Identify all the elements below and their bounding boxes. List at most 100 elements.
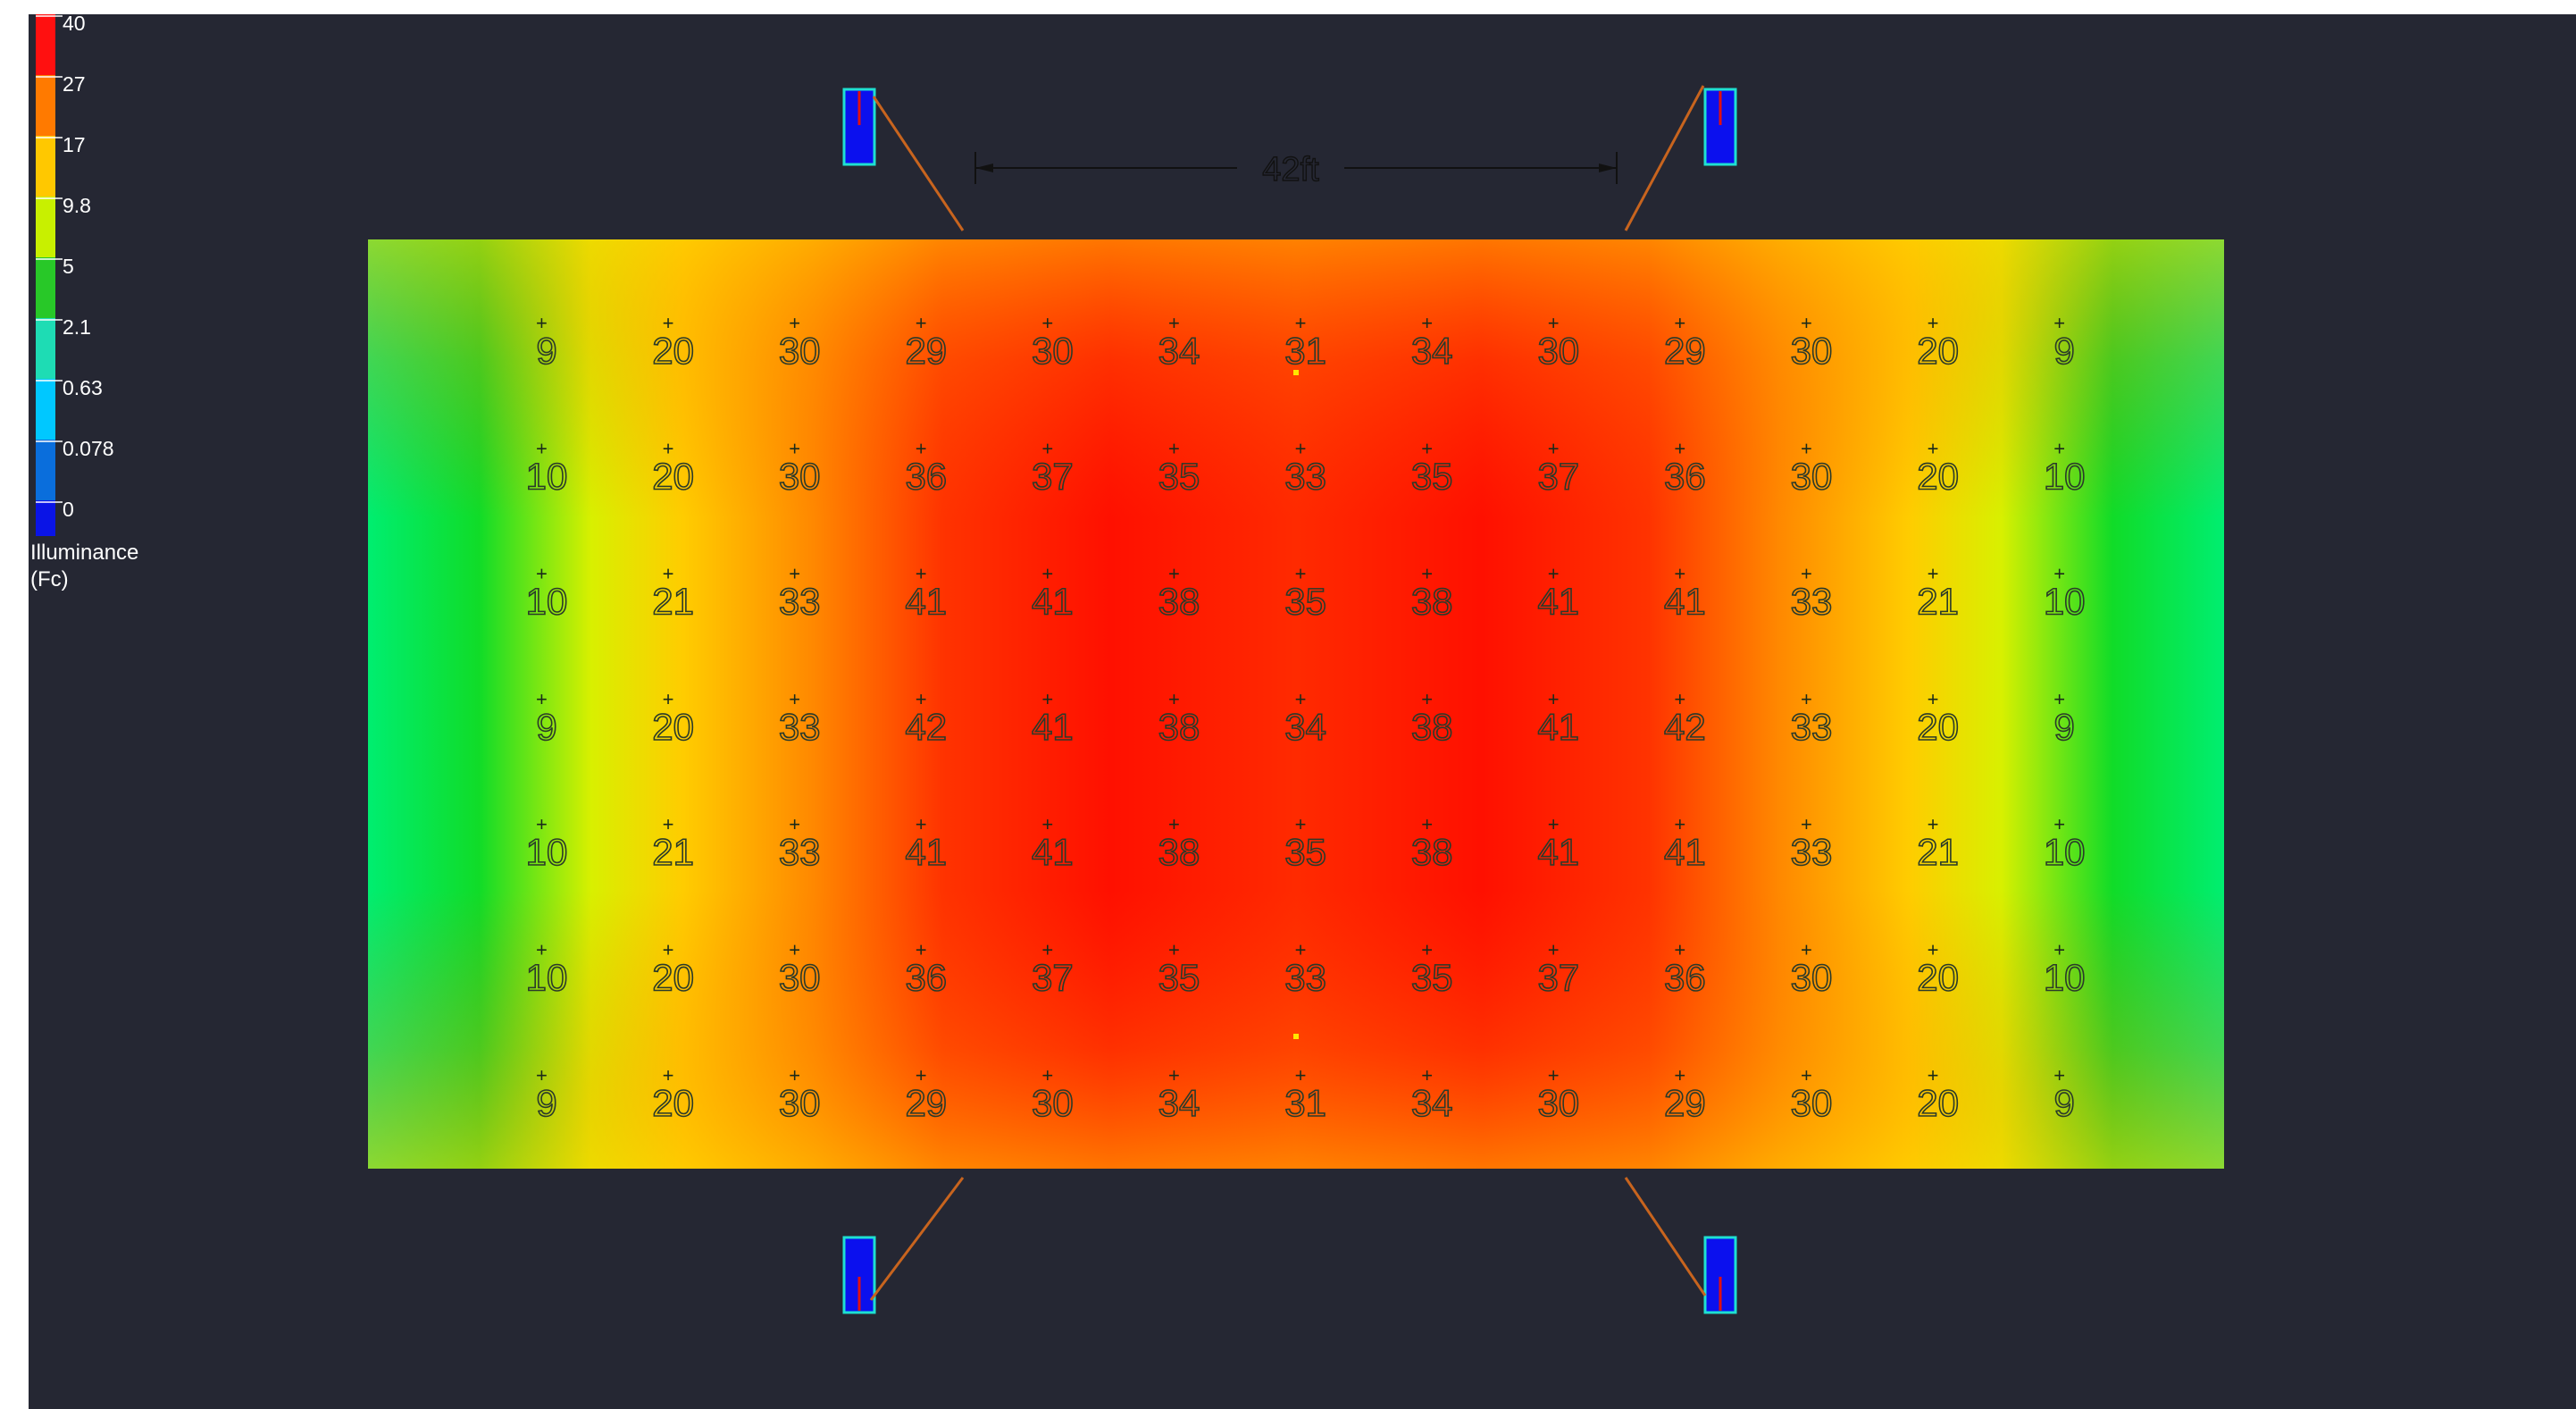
grid-point-marker: + [663,939,674,961]
grid-point-marker: + [2053,563,2065,585]
grid-value: 29 [1664,1082,1706,1124]
grid-value: 33 [1284,957,1326,999]
grid-value: 30 [1791,330,1833,372]
grid-point-marker: + [663,312,674,334]
grid-value: 38 [1411,831,1453,873]
grid-point-marker: + [1548,813,1560,835]
grid-point-marker: + [1928,1064,1939,1086]
grid-value: 30 [1032,1082,1074,1124]
fixture-top-right[interactable] [1624,85,1737,231]
grid-value: 41 [905,581,947,623]
legend-swatch [36,500,55,536]
grid-value: 41 [905,831,947,873]
marker-bottom [1293,1034,1299,1039]
grid-point-marker: + [663,437,674,459]
legend-swatch [36,440,55,500]
grid-point-marker: + [1801,1064,1812,1086]
fixture-bottom-left[interactable] [842,1177,965,1314]
grid-point-marker: + [663,813,674,835]
grid-point-marker: + [916,312,927,334]
grid-value: 20 [1917,330,1959,372]
dimension-label: 42ft [1262,151,1319,189]
dimension-line: 42ft [974,150,1618,189]
grid-value: 36 [1664,957,1706,999]
grid-value: 37 [1032,455,1074,497]
grid-value: 31 [1284,1082,1326,1124]
grid-point-marker: + [1928,813,1939,835]
grid-point-marker: + [1168,563,1180,585]
grid-value: 10 [526,581,568,623]
grid-value: 9 [2054,330,2075,372]
grid-point-marker: + [1928,688,1939,710]
grid-point-marker: + [1548,688,1560,710]
grid-value: 20 [1917,1082,1959,1124]
grid-value: 30 [779,957,821,999]
grid-value: 41 [1537,581,1579,623]
grid-point-marker: + [1295,312,1307,334]
grid-value: 35 [1284,581,1326,623]
grid-point-marker: + [1548,437,1560,459]
grid-point-marker: + [789,939,800,961]
grid-point-marker: + [1421,563,1433,585]
grid-value: 20 [652,455,694,497]
grid-point-marker: + [1928,312,1939,334]
grid-value: 21 [652,831,694,873]
legend-swatch [36,257,55,318]
grid-value: 41 [1537,706,1579,748]
grid-point-marker: + [789,688,800,710]
grid-point-marker: + [1674,1064,1685,1086]
grid-value: 10 [526,831,568,873]
grid-value: 33 [779,581,821,623]
grid-point-marker: + [2053,437,2065,459]
grid-value: 10 [526,455,568,497]
grid-value: 33 [779,706,821,748]
grid-point-marker: + [1168,1064,1180,1086]
grid-value: 29 [1664,330,1706,372]
grid-point-marker: + [1041,563,1053,585]
legend-swatch [36,14,55,75]
fixture-bottom-right[interactable] [1624,1177,1737,1314]
grid-value: 20 [652,706,694,748]
grid-value: 10 [2044,581,2086,623]
grid-point-marker: + [916,437,927,459]
grid-point-marker: + [2053,813,2065,835]
grid-value: 41 [1664,831,1706,873]
fixture-aim-line [869,1177,965,1301]
legend-swatch [36,379,55,440]
grid-value: 21 [1917,831,1959,873]
grid-value: 31 [1284,330,1326,372]
grid-point-marker: + [1041,312,1053,334]
grid-value: 9 [536,1082,556,1124]
legend-scale-label: 40 [63,12,86,35]
calculation-grid: +9+20+30+29+30+34+31+34+30+29+30+20+9+10… [525,312,2087,1125]
grid-point-marker: + [536,312,548,334]
grid-value: 38 [1411,581,1453,623]
grid-point-marker: + [1801,813,1812,835]
grid-value: 34 [1411,330,1453,372]
grid-point-marker: + [1041,688,1053,710]
grid-value: 10 [526,957,568,999]
grid-point-marker: + [663,688,674,710]
legend-scale-label: 2.1 [63,315,91,339]
grid-value: 37 [1032,957,1074,999]
grid-point-marker: + [1421,437,1433,459]
grid-point-marker: + [2053,1064,2065,1086]
grid-point-marker: + [1674,688,1685,710]
grid-point-marker: + [1674,563,1685,585]
fixture-aim-line [1624,85,1705,231]
grid-value: 33 [779,831,821,873]
fixture-top-left[interactable] [842,88,965,231]
grid-value: 30 [1537,1082,1579,1124]
grid-value: 34 [1284,706,1326,748]
grid-point-marker: + [1168,688,1180,710]
grid-point-marker: + [1548,312,1560,334]
grid-point-marker: + [1928,437,1939,459]
grid-value: 34 [1411,1082,1453,1124]
grid-value: 33 [1791,706,1833,748]
grid-value: 35 [1158,455,1200,497]
grid-value: 33 [1791,831,1833,873]
grid-point-marker: + [789,437,800,459]
grid-point-marker: + [916,1064,927,1086]
grid-value: 41 [1032,831,1074,873]
